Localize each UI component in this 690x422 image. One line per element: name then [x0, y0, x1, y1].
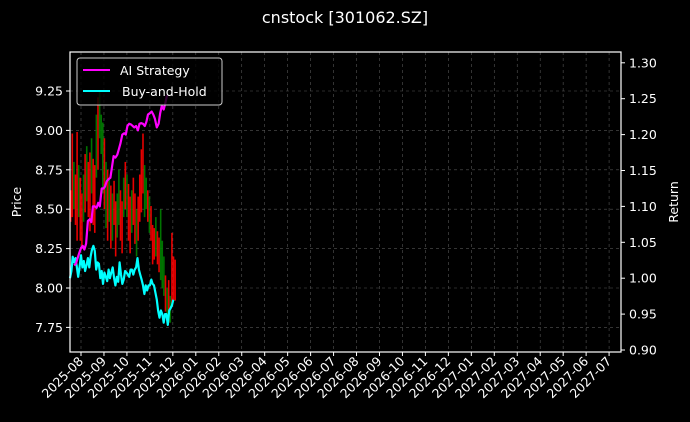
- legend-label-ai-strategy: AI Strategy: [120, 63, 190, 78]
- right-tick-label: 1.30: [629, 55, 657, 70]
- legend-label-buy-and-hold: Buy-and-Hold: [122, 84, 207, 99]
- candlestick-series: [69, 91, 176, 323]
- right-tick-label: 0.90: [629, 343, 657, 358]
- left-axis-label: Price: [9, 186, 24, 217]
- right-tick-label: 0.95: [629, 307, 657, 322]
- plot-frame: [69, 51, 622, 353]
- left-tick-label: 7.75: [35, 320, 63, 335]
- right-tick-label: 1.00: [629, 271, 657, 286]
- left-y-axis: 7.75 8.00 8.25 8.50 8.75 9.00 9.25: [35, 84, 70, 335]
- chart-title: cnstock [301062.SZ]: [262, 8, 428, 27]
- right-tick-label: 1.20: [629, 127, 657, 142]
- x-axis: 2025-082025-092025-102025-112025-122026-…: [39, 352, 614, 401]
- right-tick-label: 1.25: [629, 91, 657, 106]
- right-tick-label: 1.05: [629, 235, 657, 250]
- right-axis-label: Return: [666, 181, 681, 222]
- series-line-buy-and-hold: [68, 244, 175, 326]
- right-y-axis: 0.90 0.95 1.00 1.05 1.10 1.15 1.20 1.25 1.30: [621, 55, 657, 358]
- right-tick-label: 1.10: [629, 199, 657, 214]
- left-tick-label: 8.25: [35, 241, 63, 256]
- legend: AI Strategy Buy-and-Hold: [76, 57, 223, 106]
- left-tick-label: 8.75: [35, 162, 63, 177]
- left-tick-label: 9.00: [35, 123, 63, 138]
- line-series: [68, 94, 175, 326]
- legend-box: [76, 57, 223, 106]
- series-line-ai-strategy: [73, 94, 169, 267]
- right-tick-label: 1.15: [629, 163, 657, 178]
- left-tick-label: 8.00: [35, 281, 63, 296]
- left-tick-label: 9.25: [35, 84, 63, 99]
- left-tick-label: 8.50: [35, 202, 63, 217]
